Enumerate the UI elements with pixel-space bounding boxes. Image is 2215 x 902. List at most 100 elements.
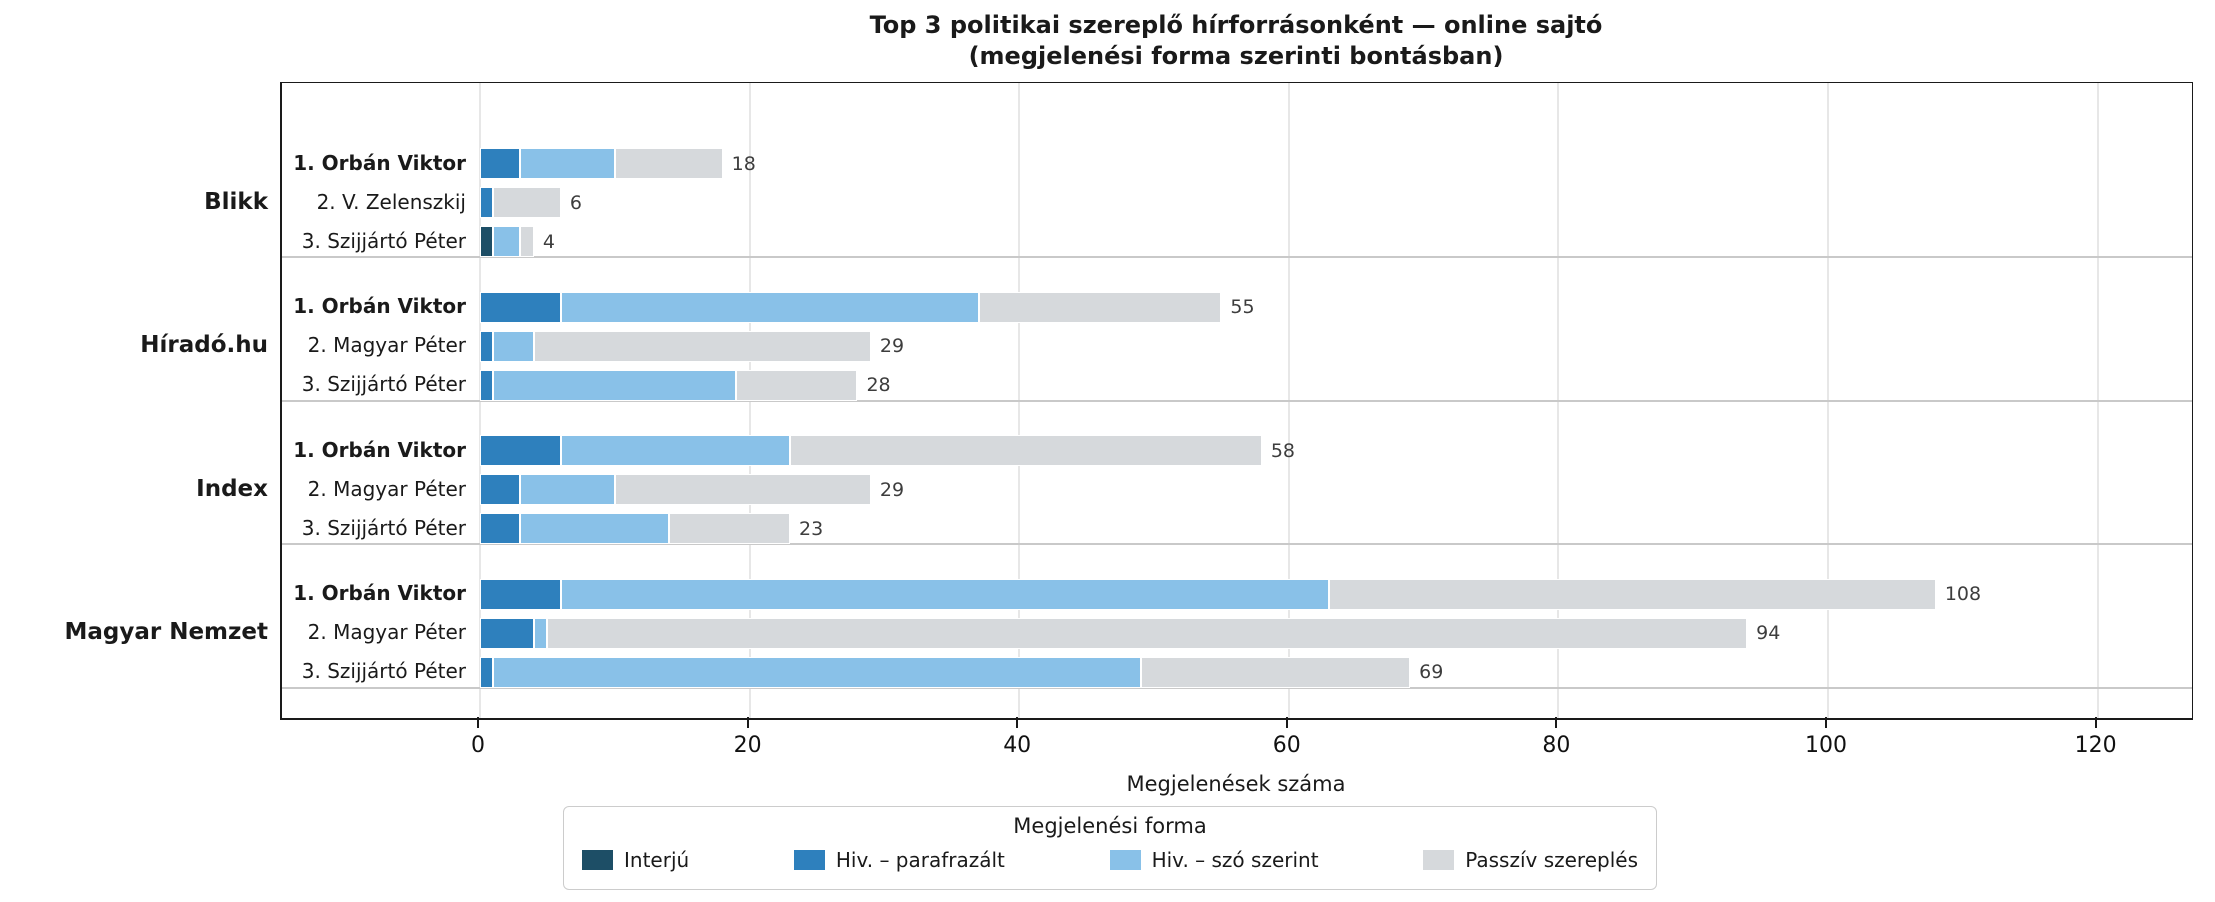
legend-entry-passz-v-szerepl-s: Passzív szereplés: [1423, 848, 1638, 872]
legend-swatch: [582, 850, 613, 870]
bar-segment-hiv-sz-szerint: [533, 617, 548, 649]
bar-total-label: 6: [569, 191, 582, 214]
group-separator: [282, 256, 2192, 259]
bar-segment-passz-v-szerepl-s: [668, 513, 791, 545]
bar-segment-passz-v-szerepl-s: [1329, 578, 1936, 610]
bar-actor-label: 2. Magyar Péter: [307, 620, 466, 645]
bar-segment-hiv-parafraz-lt: [480, 656, 494, 688]
x-tick-20: [746, 717, 749, 728]
bar-segment-hiv-parafraz-lt: [480, 474, 521, 506]
chart-title: Top 3 politikai szereplő hírforrásonként…: [280, 10, 2192, 72]
bar-row: [480, 148, 723, 179]
bar-total-label: 108: [1944, 583, 1982, 605]
group-separator: [282, 399, 2192, 402]
bar-segment-hiv-sz-szerint: [493, 656, 1141, 688]
bar-segment-passz-v-szerepl-s: [1140, 656, 1411, 688]
bar-segment-hiv-parafraz-lt: [480, 330, 494, 362]
bar-actor-label: 1. Orbán Viktor: [293, 437, 466, 462]
group-label-magyar-nemzet: Magyar Nemzet: [64, 619, 268, 646]
bar-segment-hiv-sz-szerint: [493, 226, 521, 258]
x-tick-120: [2094, 717, 2097, 728]
bar-total-label: 94: [1756, 622, 1781, 645]
chart-title-line2: (megjelenési forma szerinti bontásban): [968, 42, 1504, 70]
x-tick-label-120: 120: [2074, 733, 2117, 758]
bar-segment-passz-v-szerepl-s: [790, 435, 1262, 466]
bar-segment-hiv-parafraz-lt: [480, 578, 561, 610]
bar-actor-label: 1. Orbán Viktor: [293, 294, 466, 318]
x-tick-0: [477, 717, 479, 728]
bar-row: [480, 226, 534, 258]
bar-row: [480, 617, 1748, 649]
legend-title: Megjelenési forma: [1013, 814, 1207, 838]
bar-row: [480, 513, 791, 545]
group-label-h-rad-hu: Híradó.hu: [140, 332, 268, 359]
bar-segment-hiv-sz-szerint: [493, 369, 737, 401]
bar-actor-label: 3. Szijjártó Péter: [301, 372, 466, 397]
bar-total-label: 69: [1419, 661, 1444, 684]
bar-total-label: 4: [542, 230, 555, 253]
bar-row: [480, 435, 1262, 466]
bar-segment-hiv-sz-szerint: [520, 474, 615, 506]
legend-entry-label: Hiv. – parafrazált: [835, 848, 1005, 872]
bar-segment-passz-v-szerepl-s: [493, 187, 561, 219]
bar-actor-label: 3. Szijjártó Péter: [301, 515, 466, 540]
bar-segment-interj-: [480, 226, 494, 258]
bar-segment-passz-v-szerepl-s: [533, 330, 871, 362]
bar-total-label: 18: [731, 152, 756, 175]
legend-entry-interj-: Interjú: [582, 848, 689, 872]
bar-segment-hiv-parafraz-lt: [480, 291, 561, 323]
bar-segment-hiv-sz-szerint: [560, 578, 1330, 610]
bar-segment-hiv-parafraz-lt: [480, 369, 494, 401]
bar-segment-passz-v-szerepl-s: [736, 369, 858, 401]
bar-row: [480, 330, 871, 362]
x-tick-60: [1285, 717, 1288, 728]
group-separator: [282, 543, 2192, 546]
legend-entry-hiv-sz-szerint: Hiv. – szó szerint: [1109, 848, 1319, 872]
x-tick-label-0: 0: [471, 733, 485, 758]
bar-actor-label: 3. Szijjártó Péter: [301, 228, 466, 253]
group-separator: [282, 686, 2192, 689]
bar-row: [480, 578, 1936, 610]
bar-segment-passz-v-szerepl-s: [547, 617, 1748, 649]
bar-actor-label: 2. Magyar Péter: [307, 333, 466, 358]
legend-entry-label: Interjú: [624, 848, 690, 872]
bar-actor-label: 2. Magyar Péter: [307, 476, 466, 501]
bar-total-label: 58: [1270, 439, 1296, 462]
legend-swatch: [793, 850, 825, 870]
bar-segment-hiv-parafraz-lt: [480, 148, 521, 179]
bar-segment-hiv-sz-szerint: [560, 435, 791, 466]
x-tick-40: [1016, 717, 1019, 728]
x-axis-title: Megjelenések száma: [1126, 772, 1346, 796]
chart-title-line1: Top 3 politikai szereplő hírforrásonként…: [869, 11, 1603, 39]
bar-segment-hiv-sz-szerint: [520, 148, 615, 179]
bar-segment-hiv-parafraz-lt: [480, 617, 534, 649]
group-label-blikk: Blikk: [204, 188, 268, 215]
x-tick-100: [1825, 717, 1827, 728]
legend: Megjelenési forma Interjú Hiv. – parafraz…: [563, 806, 1657, 890]
bar-row: [480, 187, 561, 219]
bar-segment-passz-v-szerepl-s: [978, 291, 1222, 323]
bar-row: [480, 369, 858, 401]
legend-swatch: [1423, 850, 1455, 870]
bar-segment-passz-v-szerepl-s: [520, 226, 534, 258]
legend-items: Interjú Hiv. – parafrazált Hiv. – szó szer…: [564, 838, 1656, 872]
bar-total-label: 23: [799, 517, 824, 540]
bar-total-label: 29: [879, 478, 905, 501]
plot-area: 18 6 4 55 29 28 58 29 23 108 94 69: [280, 82, 2193, 720]
legend-entry-label: Passzív szereplés: [1465, 848, 1638, 872]
bar-total-label: 55: [1230, 296, 1255, 318]
x-tick-80: [1555, 717, 1558, 728]
x-tick-label-20: 20: [733, 733, 762, 758]
bar-segment-hiv-parafraz-lt: [480, 513, 521, 545]
bar-actor-label: 1. Orbán Viktor: [293, 581, 466, 605]
bar-row: [480, 656, 1411, 688]
bar-actor-label: 2. V. Zelenszkij: [316, 189, 466, 214]
x-tick-label-40: 40: [1003, 733, 1032, 758]
legend-entry-label: Hiv. – szó szerint: [1151, 848, 1319, 872]
bar-total-label: 29: [879, 335, 905, 358]
bar-total-label: 28: [866, 374, 891, 397]
group-label-index: Index: [196, 475, 268, 502]
bar-segment-passz-v-szerepl-s: [614, 148, 723, 179]
bar-segment-hiv-sz-szerint: [493, 330, 534, 362]
